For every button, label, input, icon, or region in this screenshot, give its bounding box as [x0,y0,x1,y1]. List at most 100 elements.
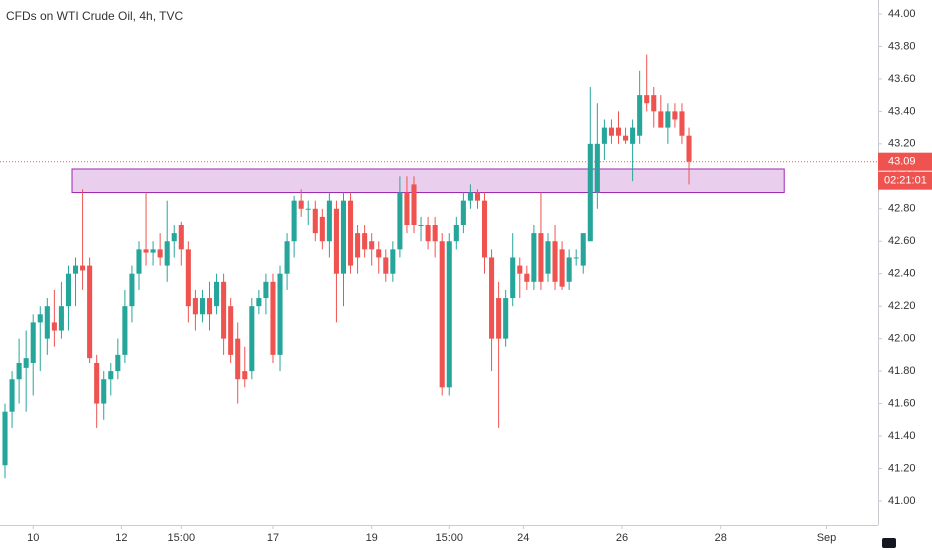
candle-body [474,192,481,201]
candle-body [355,233,361,258]
candle-body [467,192,473,201]
candle-body [460,200,466,225]
candle-body [235,338,241,380]
y-tick-label: 41.80 [888,365,916,377]
candle-body [453,225,459,242]
candle-body [601,127,607,144]
y-tick-label: 41.00 [888,495,916,507]
countdown-label: 02:21:01 [884,175,927,187]
candle-body [376,249,382,258]
candle-body [249,306,255,372]
candle-body [72,265,79,274]
candle-body [397,192,403,250]
y-tick-label: 43.20 [888,138,916,150]
candle-body [214,281,220,307]
candle-body [87,265,93,359]
candle-body [94,362,100,404]
candle-body [679,111,685,136]
candle-body [9,379,15,412]
candle-body [510,257,516,299]
candle-body [658,111,664,128]
candle-body [481,200,488,258]
candle-body [404,192,410,225]
candle-body [637,95,643,136]
candle-body [16,362,22,380]
candle-body [672,111,678,120]
candle-body [171,233,177,242]
candles [2,54,692,479]
y-tick-label: 44.00 [888,8,916,20]
y-tick-label: 42.00 [888,333,916,345]
candle-body [615,127,622,136]
candle-body [199,298,205,315]
candle-body [185,249,191,307]
candle-body [291,200,297,242]
candle-body [326,200,332,242]
candle-body [573,257,579,259]
candle-body [439,241,445,388]
x-tick-label: 10 [27,532,39,544]
candle-body [44,306,50,339]
candle-body [538,233,544,282]
y-tick-label: 42.40 [888,268,916,280]
candle-body [446,241,452,388]
candle-body [347,200,354,266]
candle-body [256,298,262,307]
candle-body [150,249,156,253]
candle-body [122,306,128,355]
candle-body [531,233,537,282]
candle-body [686,135,692,162]
chart-title: CFDs on WTI Crude Oil, 4h, TVC [6,9,183,23]
candle-body [277,273,283,355]
candle-body [432,225,438,242]
candle-body [23,358,29,368]
y-tick-label: 41.20 [888,462,916,474]
x-tick-label: 26 [616,532,628,544]
candle-body [566,257,572,282]
candle-body [333,208,339,274]
x-tick-label: 28 [715,532,727,544]
last-price-label: 43.09 [888,156,916,168]
candle-body [594,143,600,193]
candle-body [65,273,72,307]
candle-body [496,298,502,339]
y-tick-label: 41.60 [888,397,916,409]
candle-body [129,273,135,307]
candle-body [503,298,509,339]
candle-body [580,233,586,266]
candle-body [489,257,495,339]
x-tick-label: 24 [517,532,529,544]
x-tick-label: 15:00 [168,532,196,544]
x-tick-label: 15:00 [435,532,463,544]
candle-body [587,143,593,242]
candle-body [319,216,325,242]
y-tick-label: 43.40 [888,105,916,117]
candle-body [228,306,234,355]
candle-body [623,135,629,141]
candle-body [108,371,114,380]
candle-body [552,241,558,282]
candle-body [178,225,184,250]
candle-body [369,241,375,250]
candle-body [411,184,417,225]
zone [71,168,785,194]
candle-body [51,322,57,331]
candle-body [30,322,36,363]
candle-body [192,298,198,315]
candle-body [157,249,163,258]
candle-body [263,281,269,299]
candle-body [270,281,276,355]
candle-body [58,306,64,331]
candle-body [284,241,290,274]
candle-body [242,371,248,380]
candle-body [651,95,657,112]
candle-body [2,411,8,466]
candle-body [221,281,227,339]
candle-body [425,225,431,242]
candle-body [630,127,636,144]
candle-body [206,298,213,315]
logo [882,538,896,548]
x-tick-label: 12 [115,532,127,544]
candle-body [143,249,149,253]
